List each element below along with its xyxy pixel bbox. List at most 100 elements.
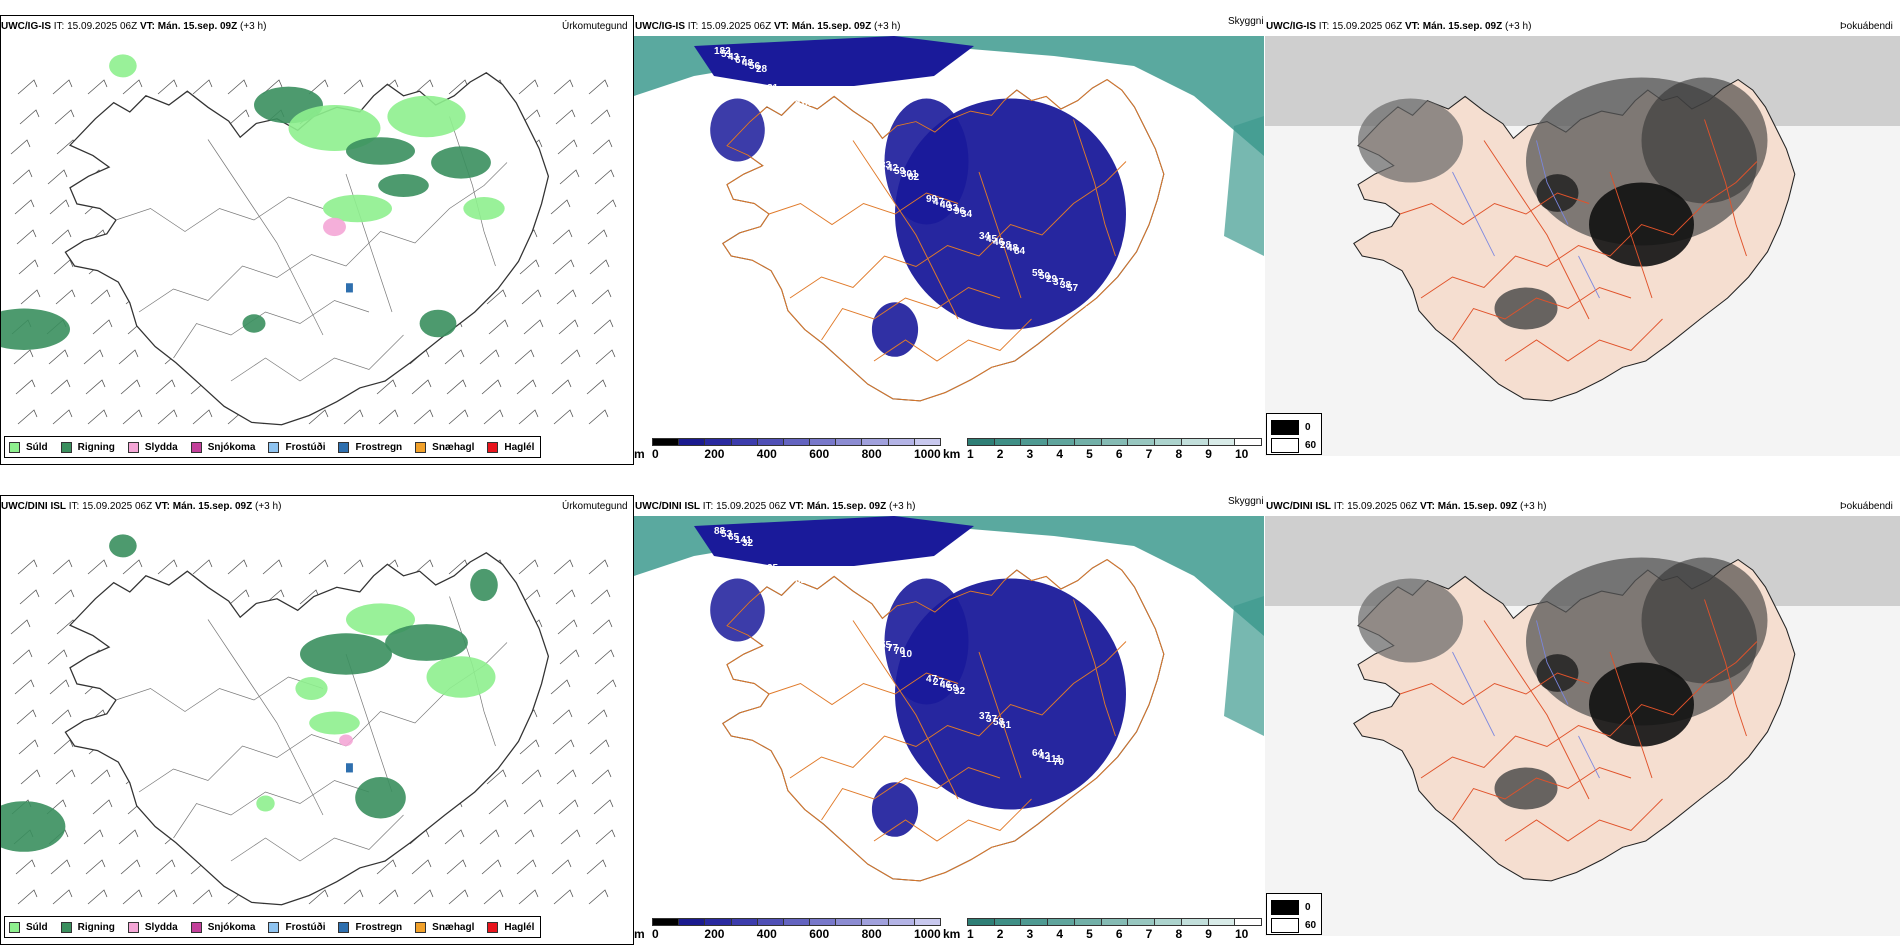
- cloudbase-value: 55: [855, 135, 867, 146]
- cloudbase-value: 39: [774, 566, 786, 577]
- colorbar-segment: [1047, 438, 1075, 446]
- legend-label: Snæhagl: [432, 921, 475, 933]
- legend-item: Snæhagl: [415, 441, 474, 453]
- colorbar-segment: [967, 438, 995, 446]
- colorbar-tick: 1000: [914, 927, 941, 941]
- precip-map-canvas: [1, 534, 617, 906]
- cloudbase-value: 34: [979, 231, 991, 242]
- colorbar-tick: 600: [809, 447, 830, 461]
- cloudbase-value: 46: [795, 95, 807, 106]
- colorbar-tick: 8: [1175, 927, 1183, 941]
- fog-legend: 0 60: [1266, 893, 1322, 935]
- legend-item: Snjókoma: [190, 921, 255, 933]
- cloudbase-value: 58: [993, 717, 1005, 728]
- cloudbase-value: 55: [1145, 825, 1157, 836]
- legend-label: Frostúði: [285, 441, 326, 453]
- legend-swatch: [487, 441, 499, 453]
- precip-map-canvas: [1, 54, 617, 426]
- cloudbase-value: 59: [894, 166, 906, 177]
- legend-swatch: [127, 441, 139, 453]
- cloudbase-value: 84: [1014, 246, 1026, 257]
- cloudbase-value: 41: [827, 603, 839, 614]
- legend-item: Frostregn: [338, 441, 402, 453]
- colorbar-tick: 7: [1145, 927, 1153, 941]
- colorbar-segment: [1154, 918, 1182, 926]
- cloudbase-value: 111: [1046, 754, 1062, 765]
- cloudbase-value: 32: [1099, 311, 1111, 322]
- colorbar-segment: [1073, 438, 1102, 446]
- model-name: UWC/IG-IS: [1, 21, 51, 32]
- cloudbase-value: 141: [735, 535, 752, 546]
- legend-item: Rigning: [60, 441, 115, 453]
- cloudbase-value: 72: [781, 569, 793, 580]
- cloudbase-value: 40: [940, 200, 952, 211]
- cloudbase-map-igis: 182 81 110 83 99 34 59 33 45 51 31 31 33 47 45 50 43 35 43…: [634, 36, 1264, 436]
- cloudbase-value: 70: [894, 646, 906, 657]
- cloudbase-value: 47: [926, 674, 938, 685]
- colorbar-tick: 8: [1175, 447, 1183, 461]
- colorbar-segment: [782, 438, 811, 446]
- colorbar-segment: [967, 918, 995, 926]
- cloudbase-value: 28: [1000, 240, 1012, 251]
- colorbar-segment: [1020, 438, 1049, 446]
- legend-swatch: [268, 921, 280, 933]
- colorbar-segment: [913, 918, 941, 926]
- fog-legend: 0 60: [1266, 413, 1322, 455]
- colorbar-segment: [1047, 918, 1075, 926]
- colorbar-tick: 4: [1056, 447, 1064, 461]
- colorbar-segment: [809, 438, 837, 446]
- colorbar-tick: 6: [1115, 927, 1123, 941]
- legend-label: Slydda: [144, 921, 178, 933]
- colorbar-segment: [1207, 438, 1236, 446]
- cloud-map-canvas: 8835703247376447575339415527374232556572…: [634, 516, 1264, 916]
- legend-item: Slydda: [127, 921, 178, 933]
- cloudbase-value: 60: [841, 129, 853, 140]
- legend-swatch: [415, 921, 427, 933]
- colorbar-tick: 400: [756, 927, 777, 941]
- colorbar-segment: [756, 438, 784, 446]
- cloudbase-value: 70: [820, 600, 832, 611]
- colorbar-segment: [704, 918, 732, 926]
- legend-label: Haglél: [504, 921, 535, 933]
- cloudbase-value: 61: [795, 575, 807, 586]
- fog-title-dini: Þokuábendi: [1840, 501, 1893, 512]
- colorbar-tick: 3: [1026, 927, 1034, 941]
- cloudbase-value: 32: [742, 538, 754, 549]
- cloudbase-value: 59: [788, 572, 800, 583]
- cloudbase-value: 23: [1106, 794, 1118, 805]
- fog-map-canvas: [1265, 516, 1900, 936]
- iceland-outline: [64, 72, 550, 426]
- legend-label: Frostúði: [285, 921, 326, 933]
- colorbar-tick: 1: [967, 447, 974, 461]
- colorbar-segment: [782, 918, 811, 926]
- cloudbase-value: 42: [887, 163, 899, 174]
- legend-swatch: [338, 921, 350, 933]
- cloudbase-value: 29: [1046, 274, 1058, 285]
- cloudbase-value: 67: [735, 55, 747, 66]
- colorbar-tick: 1: [967, 927, 974, 941]
- legend-swatch: [415, 441, 427, 453]
- colorbar-segment: [887, 438, 915, 446]
- cloudbase-value: 59: [1032, 268, 1044, 279]
- cloudbase-value: 46: [993, 237, 1005, 248]
- colorbar-segment: [1073, 918, 1102, 926]
- legend-swatch: [487, 921, 499, 933]
- legend-swatch: [9, 921, 20, 933]
- colorbar-tick: 6: [1115, 447, 1123, 461]
- cloudbase-value: 45: [1138, 342, 1150, 353]
- cloudbase-value: 81: [767, 83, 779, 94]
- cloudbase-values: 8835703247376447575339415527374232556572…: [714, 526, 1171, 842]
- cloudbase-value: 32: [1092, 788, 1104, 799]
- cloudbase-value: 57: [1067, 283, 1079, 294]
- cloudbase-value: 31: [827, 123, 839, 134]
- colorbar-segment: [704, 438, 732, 446]
- cloudbase-value: 46: [940, 680, 952, 691]
- cloudbase-value: 47: [1085, 785, 1097, 796]
- colorbar-tick: 3: [1026, 447, 1034, 461]
- visibility-colorbar: km 1 2 3 4 5 6 7 8 9 10: [943, 438, 1265, 462]
- cloudbase-value: 120: [1120, 320, 1137, 331]
- colorbar-segment: [730, 918, 758, 926]
- precip-header-igis: UWC/IG-IS IT: 15.09.2025 06Z VT: Mán. 15…: [1, 21, 267, 32]
- cloudbase-value: 38: [1060, 280, 1072, 291]
- cloudbase-value: 51: [781, 89, 793, 100]
